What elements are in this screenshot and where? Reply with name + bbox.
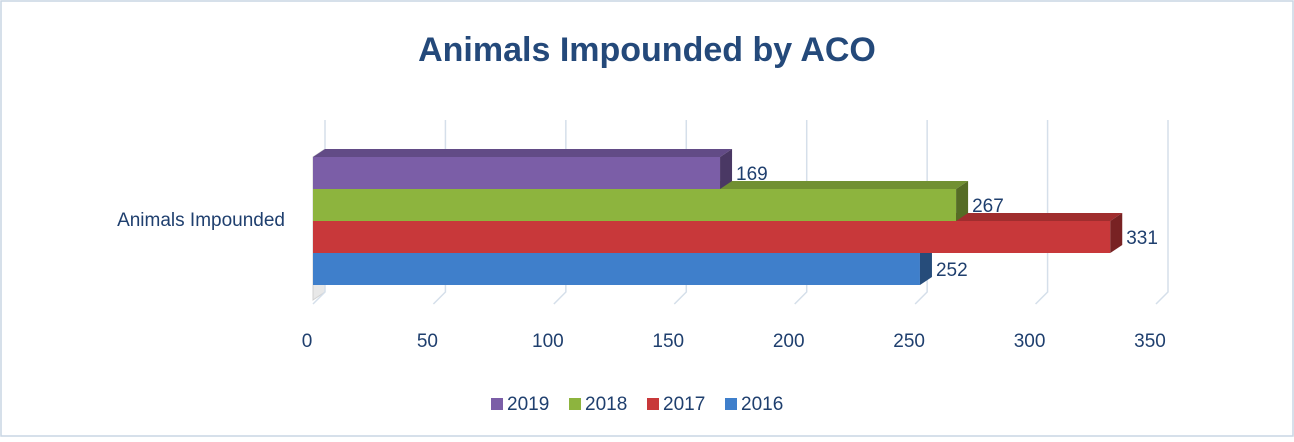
bar-front	[313, 157, 721, 189]
legend-label: 2017	[663, 394, 705, 415]
legend-label: 2018	[585, 394, 627, 415]
data-label: 331	[1126, 228, 1158, 249]
bar	[313, 149, 733, 189]
x-tick-label: 350	[1134, 331, 1166, 352]
x-tick-label: 0	[302, 331, 313, 352]
legend-swatch	[725, 398, 737, 410]
bar-side	[1110, 213, 1123, 253]
x-tick-label: 200	[773, 331, 805, 352]
legend-swatch	[569, 398, 581, 410]
data-label: 252	[936, 260, 968, 281]
legend-label: 2019	[507, 394, 549, 415]
data-label: 169	[736, 164, 768, 185]
x-tick-label: 150	[652, 331, 684, 352]
bar-top	[313, 149, 733, 157]
x-tick-label: 300	[1014, 331, 1046, 352]
x-tick-label: 50	[417, 331, 438, 352]
legend-swatch	[647, 398, 659, 410]
chart-title: Animals Impounded by ACO	[418, 31, 876, 69]
bar-front	[313, 253, 920, 285]
x-tick-label: 100	[532, 331, 564, 352]
grid-line	[1155, 120, 1169, 305]
bar-side	[919, 245, 932, 285]
bar-side	[720, 149, 733, 189]
category-label: Animals Impounded	[117, 210, 285, 231]
data-label: 267	[972, 196, 1004, 217]
legend-label: 2016	[741, 394, 783, 415]
x-tick-label: 250	[893, 331, 925, 352]
grid-line	[1035, 120, 1049, 305]
bar	[313, 181, 969, 221]
grid-line	[794, 120, 808, 305]
bar-front	[313, 221, 1111, 253]
bar-side	[956, 181, 969, 221]
bar-front	[313, 189, 957, 221]
legend-swatch	[491, 398, 503, 410]
grid-line	[914, 120, 928, 305]
